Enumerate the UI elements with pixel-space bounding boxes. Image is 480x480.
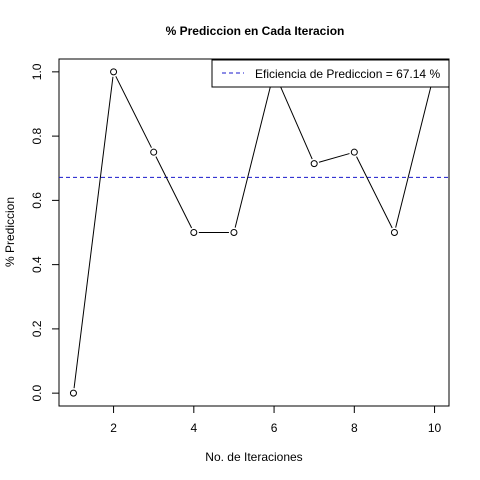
data-points bbox=[69, 68, 439, 397]
data-point bbox=[110, 68, 118, 76]
x-tick-label: 4 bbox=[190, 421, 197, 435]
x-tick-label: 2 bbox=[110, 421, 117, 435]
x-tick-label: 8 bbox=[351, 421, 358, 435]
data-point bbox=[190, 229, 198, 236]
data-point bbox=[350, 148, 358, 156]
series-line bbox=[73, 76, 434, 389]
y-tick-label: 0.6 bbox=[30, 192, 44, 209]
x-tick-label: 6 bbox=[271, 421, 278, 435]
x-tick-label: 10 bbox=[428, 421, 442, 435]
legend-box bbox=[211, 59, 450, 88]
y-tick-label: 0.2 bbox=[30, 320, 44, 337]
y-tick-label: 0.8 bbox=[30, 127, 44, 144]
legend-label: Eficiencia de Prediccion = 67.14 % bbox=[255, 67, 440, 81]
x-axis: 2 4 6 8 10 bbox=[110, 405, 442, 435]
y-tick-label: 1.0 bbox=[30, 63, 44, 80]
y-tick-label: 0.4 bbox=[30, 256, 44, 273]
data-point bbox=[150, 148, 158, 156]
x-axis-label: No. de Iteraciones bbox=[205, 450, 302, 464]
y-axis-label: % Prediccion bbox=[3, 197, 17, 267]
data-point bbox=[310, 160, 318, 168]
data-point bbox=[69, 389, 77, 397]
legend: Eficiencia de Prediccion = 67.14 % bbox=[211, 59, 450, 88]
y-tick-label: 0.0 bbox=[30, 384, 44, 401]
plot-frame bbox=[58, 58, 450, 407]
data-point bbox=[390, 229, 398, 236]
chart-title: % Prediccion en Cada Iteracion bbox=[166, 24, 345, 38]
y-axis: 0.0 0.2 0.4 0.6 0.8 1.0 bbox=[30, 63, 60, 401]
data-point bbox=[230, 229, 238, 236]
